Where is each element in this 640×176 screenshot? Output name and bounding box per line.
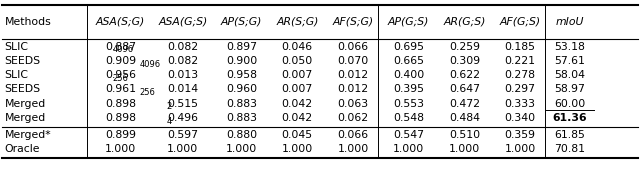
Text: Methods: Methods bbox=[4, 17, 51, 27]
Text: 0.042: 0.042 bbox=[282, 99, 313, 109]
Text: 0.014: 0.014 bbox=[167, 84, 198, 95]
Text: 70.81: 70.81 bbox=[554, 144, 585, 154]
Text: 0.961: 0.961 bbox=[105, 84, 136, 95]
Text: 0.185: 0.185 bbox=[504, 42, 536, 52]
Text: 0.259: 0.259 bbox=[449, 42, 480, 52]
Text: 0.597: 0.597 bbox=[167, 130, 198, 140]
Text: 0.063: 0.063 bbox=[337, 99, 369, 109]
Text: 0.400: 0.400 bbox=[393, 70, 424, 80]
Text: 61.36: 61.36 bbox=[552, 113, 587, 123]
Text: 0.066: 0.066 bbox=[337, 130, 369, 140]
Text: 0.553: 0.553 bbox=[393, 99, 424, 109]
Text: 4096: 4096 bbox=[112, 45, 133, 54]
Text: AR(G;S): AR(G;S) bbox=[443, 17, 486, 27]
Text: ASA(G;S): ASA(G;S) bbox=[158, 17, 207, 27]
Text: 2: 2 bbox=[166, 102, 172, 111]
Text: 0.082: 0.082 bbox=[167, 56, 198, 66]
Text: 0.082: 0.082 bbox=[167, 42, 198, 52]
Text: 0.958: 0.958 bbox=[226, 70, 257, 80]
Text: SLIC: SLIC bbox=[4, 42, 29, 52]
Text: AP(G;S): AP(G;S) bbox=[388, 17, 429, 27]
Text: 0.062: 0.062 bbox=[337, 113, 369, 123]
Text: 0.046: 0.046 bbox=[282, 42, 313, 52]
Text: SEEDS: SEEDS bbox=[4, 84, 40, 95]
Text: mIoU: mIoU bbox=[556, 17, 584, 27]
Text: 58.97: 58.97 bbox=[554, 84, 585, 95]
Text: 1.000: 1.000 bbox=[393, 144, 424, 154]
Text: 53.18: 53.18 bbox=[554, 42, 585, 52]
Text: 4096: 4096 bbox=[140, 60, 161, 69]
Text: 1.000: 1.000 bbox=[167, 144, 198, 154]
Text: 1.000: 1.000 bbox=[105, 144, 136, 154]
Text: 1.000: 1.000 bbox=[504, 144, 536, 154]
Text: Merged: Merged bbox=[4, 113, 45, 123]
Text: 0.012: 0.012 bbox=[337, 84, 369, 95]
Text: 61.85: 61.85 bbox=[554, 130, 585, 140]
Text: 0.956: 0.956 bbox=[105, 70, 136, 80]
Text: 0.484: 0.484 bbox=[449, 113, 480, 123]
Text: 0.899: 0.899 bbox=[105, 130, 136, 140]
Text: 0.221: 0.221 bbox=[504, 56, 536, 66]
Text: 1.000: 1.000 bbox=[226, 144, 257, 154]
Text: 0.883: 0.883 bbox=[226, 99, 257, 109]
Text: 0.340: 0.340 bbox=[504, 113, 536, 123]
Text: 0.007: 0.007 bbox=[282, 84, 313, 95]
Text: AR(S;G): AR(S;G) bbox=[276, 17, 319, 27]
Text: 0.278: 0.278 bbox=[504, 70, 536, 80]
Text: 0.510: 0.510 bbox=[449, 130, 480, 140]
Text: Oracle: Oracle bbox=[4, 144, 40, 154]
Text: 1.000: 1.000 bbox=[449, 144, 480, 154]
Text: 0.042: 0.042 bbox=[282, 113, 313, 123]
Text: SLIC: SLIC bbox=[4, 70, 29, 80]
Text: Merged: Merged bbox=[4, 99, 45, 109]
Text: 0.887: 0.887 bbox=[105, 42, 136, 52]
Text: 0.695: 0.695 bbox=[393, 42, 424, 52]
Text: 0.309: 0.309 bbox=[449, 56, 480, 66]
Text: 0.515: 0.515 bbox=[167, 99, 198, 109]
Text: 0.359: 0.359 bbox=[504, 130, 536, 140]
Text: 256: 256 bbox=[140, 88, 155, 97]
Text: 0.548: 0.548 bbox=[393, 113, 424, 123]
Text: 0.472: 0.472 bbox=[449, 99, 480, 109]
Text: 0.070: 0.070 bbox=[337, 56, 369, 66]
Text: 0.012: 0.012 bbox=[337, 70, 369, 80]
Text: 60.00: 60.00 bbox=[554, 99, 585, 109]
Text: 0.909: 0.909 bbox=[105, 56, 136, 66]
Text: 0.333: 0.333 bbox=[504, 99, 536, 109]
Text: 0.547: 0.547 bbox=[393, 130, 424, 140]
Text: 0.013: 0.013 bbox=[167, 70, 198, 80]
Text: 0.622: 0.622 bbox=[449, 70, 480, 80]
Text: 0.050: 0.050 bbox=[282, 56, 313, 66]
Text: 1.000: 1.000 bbox=[282, 144, 313, 154]
Text: 0.883: 0.883 bbox=[226, 113, 257, 123]
Text: 0.898: 0.898 bbox=[105, 99, 136, 109]
Text: ASA(S;G): ASA(S;G) bbox=[96, 17, 145, 27]
Text: SEEDS: SEEDS bbox=[4, 56, 40, 66]
Text: 0.897: 0.897 bbox=[226, 42, 257, 52]
Text: 1.000: 1.000 bbox=[337, 144, 369, 154]
Text: 57.61: 57.61 bbox=[554, 56, 585, 66]
Text: 0.898: 0.898 bbox=[105, 113, 136, 123]
Text: 0.297: 0.297 bbox=[504, 84, 536, 95]
Text: 0.880: 0.880 bbox=[226, 130, 257, 140]
Text: 0.066: 0.066 bbox=[337, 42, 369, 52]
Text: 0.395: 0.395 bbox=[393, 84, 424, 95]
Text: 0.496: 0.496 bbox=[167, 113, 198, 123]
Text: 58.04: 58.04 bbox=[554, 70, 585, 80]
Text: 0.665: 0.665 bbox=[393, 56, 424, 66]
Text: 0.960: 0.960 bbox=[226, 84, 257, 95]
Text: 0.900: 0.900 bbox=[226, 56, 257, 66]
Text: AP(S;G): AP(S;G) bbox=[221, 17, 262, 27]
Text: 0.045: 0.045 bbox=[282, 130, 313, 140]
Text: Merged*: Merged* bbox=[4, 130, 51, 140]
Text: AF(G;S): AF(G;S) bbox=[499, 17, 541, 27]
Text: 4: 4 bbox=[166, 117, 172, 126]
Text: AF(S;G): AF(S;G) bbox=[332, 17, 374, 27]
Text: 0.647: 0.647 bbox=[449, 84, 480, 95]
Text: 256: 256 bbox=[112, 74, 128, 83]
Text: 0.007: 0.007 bbox=[282, 70, 313, 80]
